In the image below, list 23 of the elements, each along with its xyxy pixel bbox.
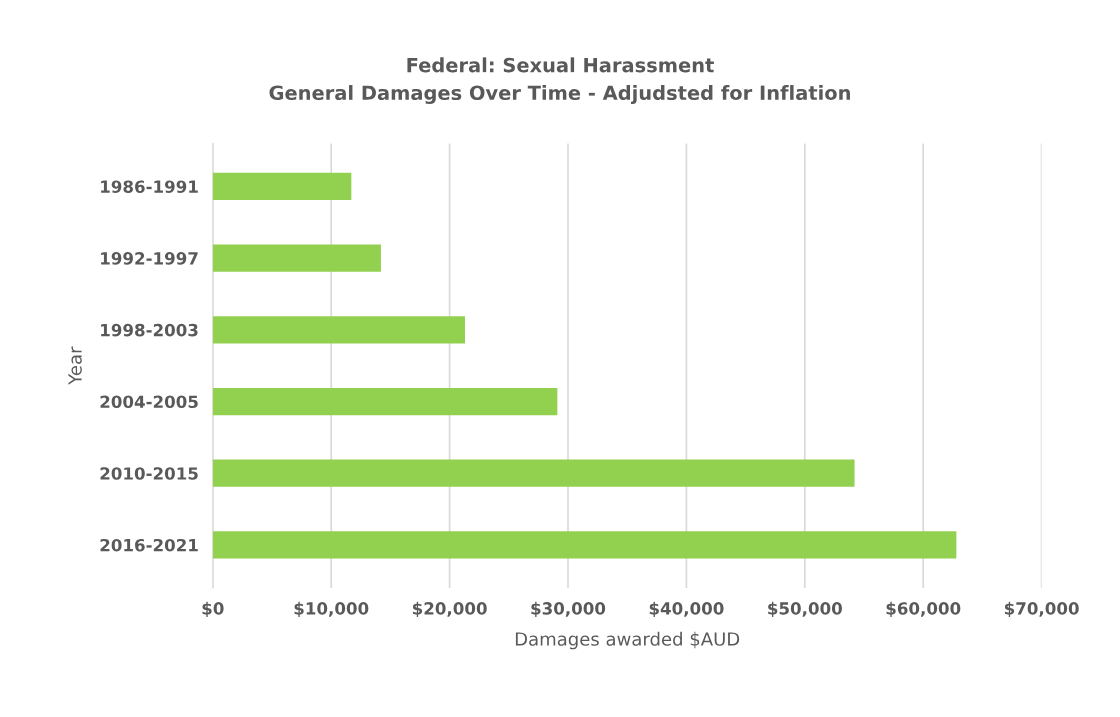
x-tick-label: $60,000 [886,601,961,617]
y-tick-label: 2016-2021 [100,538,198,552]
x-tick-label: $40,000 [649,601,724,617]
chart-title: Federal: Sexual Harassment General Damages Over Time - Adjudsted for Inflation [269,57,850,105]
bar [212,316,465,344]
y-tick-label: 1992-1997 [101,252,198,265]
y-tick-label: 1986-1991 [101,180,198,193]
bar [212,387,558,416]
bar [212,531,957,559]
y-axis-title: Year [68,346,82,385]
y-tick-label: 2010-2015 [100,467,198,480]
bar [212,459,855,487]
x-tick-label: $20,000 [412,601,487,617]
y-tick-label: 2004-2005 [100,395,198,409]
bar [212,172,352,201]
x-tick-label: $10,000 [294,601,369,617]
x-axis-title: Damages awarded $AUD [515,631,740,650]
x-tick-label: $50,000 [768,601,842,617]
bar [212,244,381,272]
y-tick-label: 1998-2003 [101,323,198,337]
x-tick-label: $70,000 [1004,601,1079,617]
x-tick-label: $30,000 [531,601,606,617]
x-tick-label: $0 [202,601,224,617]
